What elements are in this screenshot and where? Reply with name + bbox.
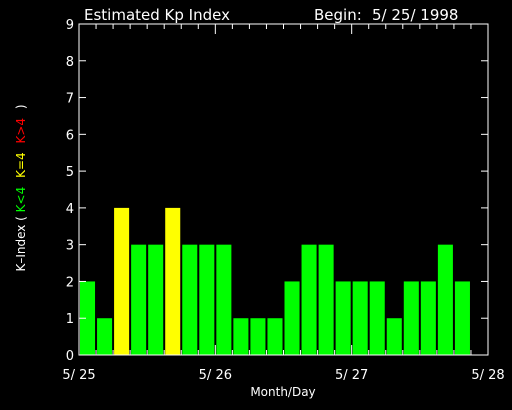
kp-bar — [454, 281, 470, 355]
kp-bar — [437, 244, 453, 355]
y-label-prefix: K–Index ( — [14, 216, 28, 271]
kp-bar — [114, 207, 130, 355]
y-label-suffix: ) — [14, 104, 28, 109]
y-label-k-equal-4: K=4 — [14, 152, 28, 178]
kp-bar — [250, 318, 266, 355]
y-tick-label: 0 — [66, 349, 74, 364]
kp-bar — [403, 281, 419, 355]
kp-bar — [165, 207, 181, 355]
kp-bar — [301, 244, 317, 355]
x-tick-label: 5/ 25 — [62, 368, 95, 383]
begin-label: Begin: — [314, 6, 362, 24]
kp-bar — [199, 244, 215, 355]
kp-bar — [80, 281, 96, 355]
y-label-k-above-4: K>4 — [14, 118, 28, 144]
y-tick-label: 9 — [66, 18, 74, 33]
kp-bar — [369, 281, 385, 355]
y-tick-label: 5 — [66, 165, 74, 180]
kp-bar — [352, 281, 368, 355]
y-tick-label: 3 — [66, 239, 74, 254]
plot-area: 0 1 2 3 4 5 6 7 8 9 5/ 25 5/ 26 5/ 27 5/ 28 — [62, 18, 504, 383]
kp-bar — [216, 244, 232, 355]
x-axis-label: Month/Day — [250, 385, 315, 399]
kp-bar — [131, 244, 147, 355]
y-label-k-below-4: K<4 — [14, 187, 28, 213]
y-axis-label: K–Index ( K<4 K=4 K>4 ) — [14, 104, 28, 271]
kp-bar — [386, 318, 402, 355]
chart-title: Estimated Kp Index — [84, 6, 230, 24]
y-tick-label: 6 — [66, 128, 74, 143]
y-tick-label: 1 — [66, 312, 74, 327]
kp-bar — [284, 281, 300, 355]
kp-bar — [182, 244, 198, 355]
kp-bar — [335, 281, 351, 355]
kp-bar — [420, 281, 436, 355]
x-tick-label: 5/ 28 — [471, 368, 504, 383]
kp-bar — [97, 318, 113, 355]
y-tick-label: 8 — [66, 55, 74, 70]
x-tick-label: 5/ 26 — [199, 368, 232, 383]
y-tick-label: 2 — [66, 275, 74, 290]
kp-bar — [148, 244, 164, 355]
kp-bar — [267, 318, 283, 355]
y-tick-label: 7 — [66, 92, 74, 107]
kp-bar — [318, 244, 334, 355]
kp-bar — [233, 318, 249, 355]
x-tick-label: 5/ 27 — [335, 368, 368, 383]
begin-date: 5/ 25/ 1998 — [372, 6, 458, 24]
y-tick-label: 4 — [66, 202, 74, 217]
